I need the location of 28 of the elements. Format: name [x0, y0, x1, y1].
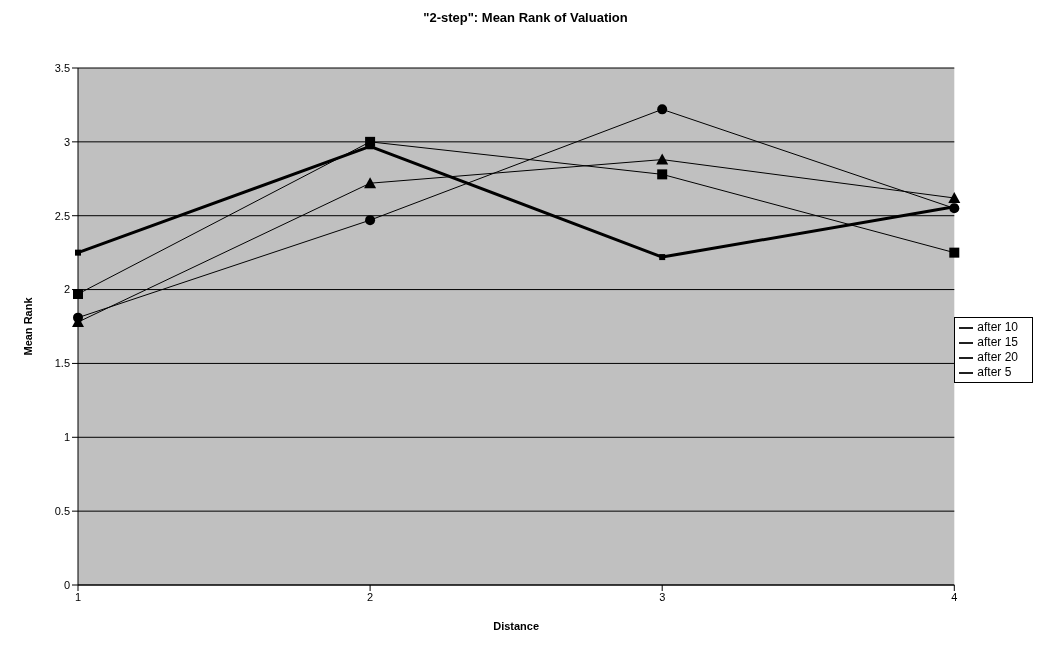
- x-tick-label: 3: [659, 590, 666, 603]
- y-axis-title: Mean Rank: [21, 296, 34, 356]
- point: [657, 104, 668, 115]
- y-tick-label: 2.5: [54, 209, 70, 222]
- legend-label: after 15: [977, 335, 1018, 350]
- y-tick-label: 1: [63, 431, 70, 444]
- y-tick-label: 3: [63, 135, 70, 148]
- point: [657, 169, 668, 180]
- chart-title: "2-step": Mean Rank of Valuation: [422, 10, 629, 27]
- y-tick-label: 0.5: [54, 505, 70, 518]
- point: [659, 254, 666, 261]
- x-axis-title: Distance: [493, 620, 540, 632]
- y-tick-label: 0: [63, 578, 70, 591]
- y-tick-label: 1.5: [54, 357, 70, 370]
- point: [364, 177, 377, 189]
- legend-label: after 5: [977, 364, 1012, 379]
- x-tick-label: 2: [367, 590, 374, 603]
- x-tick-label: 4: [951, 590, 958, 603]
- point: [948, 191, 961, 203]
- y-tick-label: 3.5: [54, 61, 70, 74]
- y-tick-label: 2: [63, 283, 70, 296]
- point: [949, 247, 960, 258]
- x-tick-label: 1: [74, 590, 82, 603]
- legend-label: after 20: [977, 350, 1018, 364]
- point: [365, 215, 376, 226]
- point: [656, 153, 669, 165]
- legend-label: after 10: [977, 320, 1018, 335]
- point: [75, 249, 81, 256]
